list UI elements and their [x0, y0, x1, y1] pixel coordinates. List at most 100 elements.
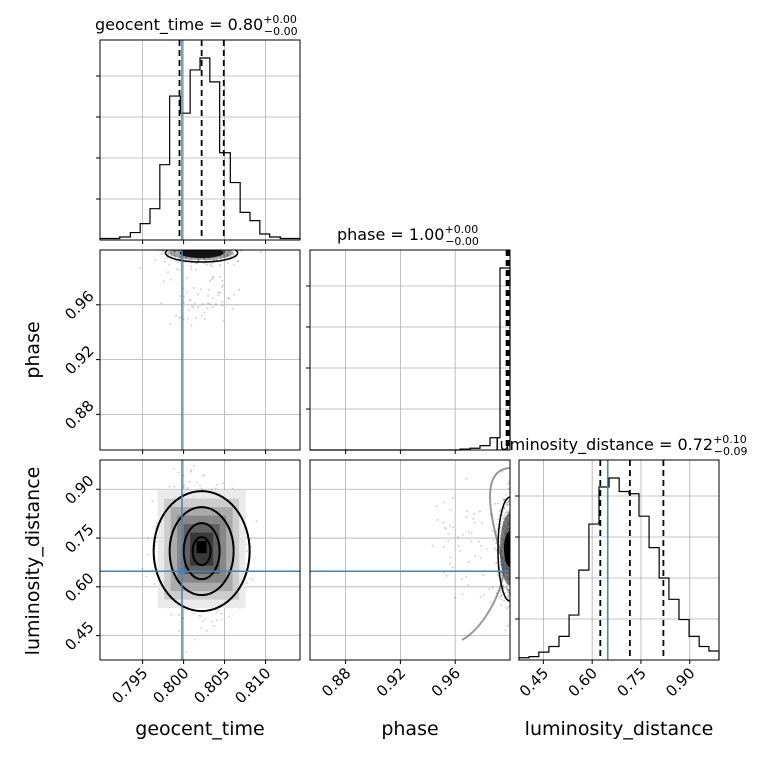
sample-point	[221, 300, 224, 303]
sample-point	[251, 579, 254, 582]
sample-point	[491, 530, 494, 533]
sample-point	[190, 324, 193, 327]
sample-point	[503, 515, 506, 518]
x-tick-label: 0.88	[318, 664, 354, 700]
sample-point	[218, 291, 221, 294]
sample-point	[507, 591, 510, 594]
x-tick-label: 0.96	[428, 664, 464, 700]
sample-point	[186, 276, 189, 279]
sample-point	[482, 593, 485, 596]
sample-point	[505, 586, 508, 589]
sample-point	[245, 581, 248, 584]
sample-point	[506, 624, 509, 627]
sample-point	[141, 567, 144, 570]
sample-point	[504, 628, 507, 631]
sample-point	[479, 544, 482, 547]
sample-point	[467, 560, 470, 563]
sample-point	[176, 268, 179, 271]
sample-point	[215, 611, 218, 614]
sample-point	[155, 540, 158, 543]
sample-point	[217, 294, 220, 297]
sample-point	[177, 614, 180, 617]
sample-point	[443, 571, 446, 574]
sample-point	[200, 314, 203, 317]
sample-point	[493, 547, 496, 550]
sample-point	[177, 260, 180, 263]
sample-point	[196, 293, 199, 296]
sample-point	[210, 278, 213, 281]
sample-point	[496, 518, 499, 521]
sample-point	[189, 469, 192, 472]
y-tick-label: 0.88	[61, 397, 97, 433]
sample-point	[222, 319, 225, 322]
sample-point	[190, 267, 193, 270]
sample-point	[160, 302, 163, 305]
sample-point	[183, 484, 186, 487]
sample-point	[506, 501, 509, 504]
sample-point	[498, 596, 501, 599]
contour	[182, 522, 221, 581]
sample-point	[502, 499, 505, 502]
sample-point	[192, 287, 195, 290]
sample-point	[220, 285, 223, 288]
sample-point	[201, 619, 204, 622]
sample-point	[500, 572, 503, 575]
sample-point	[491, 586, 494, 589]
sample-point	[221, 279, 224, 282]
sample-point	[199, 615, 202, 618]
sample-point	[503, 498, 506, 501]
sample-point	[454, 596, 457, 599]
hist-panel-geocent-time	[96, 39, 301, 241]
sample-point	[482, 574, 485, 577]
sample-point	[442, 546, 445, 549]
sample-point	[194, 638, 197, 641]
sample-point	[478, 510, 481, 513]
sample-point	[447, 532, 450, 535]
sample-point	[507, 487, 510, 490]
panel-frame	[99, 39, 301, 241]
sample-point	[505, 587, 508, 590]
sample-point	[449, 556, 452, 559]
x-tick-label: 0.92	[373, 664, 409, 700]
sample-point	[435, 505, 438, 508]
sample-point	[478, 540, 481, 543]
sample-point	[507, 511, 510, 514]
y-tick-label: 0.60	[61, 569, 97, 605]
sample-point	[489, 601, 492, 604]
sample-point	[213, 259, 216, 262]
density-core	[196, 541, 207, 554]
sample-point	[505, 509, 508, 512]
sample-point	[153, 583, 156, 586]
sample-point	[189, 470, 192, 473]
sample-point	[500, 594, 503, 597]
sample-point	[199, 484, 202, 487]
density-layer	[141, 464, 258, 653]
sample-point	[436, 518, 439, 521]
sample-point	[465, 516, 468, 519]
y-tick-label: 0.92	[61, 342, 97, 378]
sample-point	[221, 304, 224, 307]
y-tick-label: 0.45	[61, 618, 97, 654]
title-luminosity-distance: luminosity_distance = 0.72+0.10 −0.09	[495, 433, 748, 458]
sample-point	[443, 527, 446, 530]
x-tick-label: 0.45	[516, 664, 552, 700]
sample-point	[500, 604, 503, 607]
sample-point	[190, 265, 193, 268]
panel-frame	[518, 459, 720, 661]
x-axis-label-luminosity-distance: luminosity_distance	[525, 718, 714, 740]
x-tick-label: 0.75	[613, 664, 649, 700]
sample-point	[172, 467, 175, 470]
sample-point	[214, 487, 217, 490]
sample-point	[177, 471, 180, 474]
sample-point	[220, 618, 223, 621]
histogram-geocent-time	[99, 57, 301, 240]
sample-point	[507, 498, 510, 501]
sample-point	[188, 480, 191, 483]
sample-point	[163, 260, 166, 263]
sample-point	[236, 259, 239, 262]
sample-point	[218, 275, 221, 278]
sample-point	[506, 588, 509, 591]
sample-point	[221, 481, 224, 484]
sample-point	[500, 594, 503, 597]
sample-point	[203, 311, 206, 314]
